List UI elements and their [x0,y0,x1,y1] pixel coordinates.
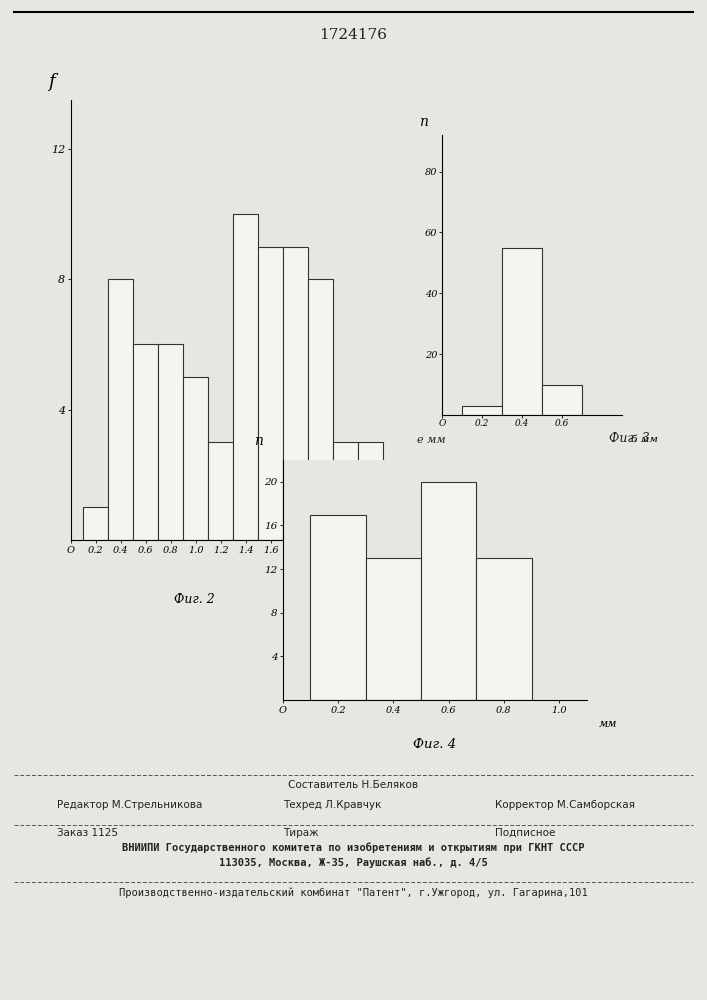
Bar [108,279,133,540]
Bar [462,406,502,415]
Bar [308,279,334,540]
Text: f: f [48,73,54,91]
Bar [158,344,183,540]
Text: е мм: е мм [417,435,445,445]
Text: Фиг. 4: Фиг. 4 [414,738,456,751]
Text: Производственно-издательский комбинат "Патент", г.Ужгород, ул. Гагарина,101: Производственно-издательский комбинат "П… [119,887,588,898]
Text: n: n [419,115,428,129]
Text: е мм: е мм [402,566,431,576]
Text: Подписное: Подписное [495,828,555,838]
Text: б мм: б мм [631,435,658,444]
Bar [310,515,366,700]
Text: ВНИИПИ Государственного комитета по изобретениям и открытиям при ГКНТ СССР: ВНИИПИ Государственного комитета по изоб… [122,842,585,853]
Bar [502,248,542,415]
Text: Фиг. 2: Фиг. 2 [174,593,215,606]
Text: Редактор М.Стрельникова: Редактор М.Стрельникова [57,800,202,810]
Text: мм: мм [599,719,617,729]
Bar [366,558,421,700]
Bar [358,442,383,540]
Text: n: n [254,434,263,448]
Text: Тираж: Тираж [283,828,318,838]
Text: Техред Л.Кравчук: Техред Л.Кравчук [283,800,381,810]
Bar [334,442,358,540]
Text: Фиг. 3: Фиг. 3 [609,432,650,445]
Bar [233,214,258,540]
Text: Корректор М.Самборская: Корректор М.Самборская [495,800,635,810]
Bar [258,247,284,540]
Bar [542,385,582,415]
Bar [183,377,209,540]
Bar [83,507,108,540]
Text: 113035, Москва, Ж-35, Раушская наб., д. 4/5: 113035, Москва, Ж-35, Раушская наб., д. … [219,857,488,868]
Bar [284,247,308,540]
Bar [209,442,233,540]
Text: 1724176: 1724176 [320,28,387,42]
Text: Составитель Н.Беляков: Составитель Н.Беляков [288,780,419,790]
Text: Заказ 1125: Заказ 1125 [57,828,117,838]
Bar [421,482,477,700]
Bar [133,344,158,540]
Bar [477,558,532,700]
